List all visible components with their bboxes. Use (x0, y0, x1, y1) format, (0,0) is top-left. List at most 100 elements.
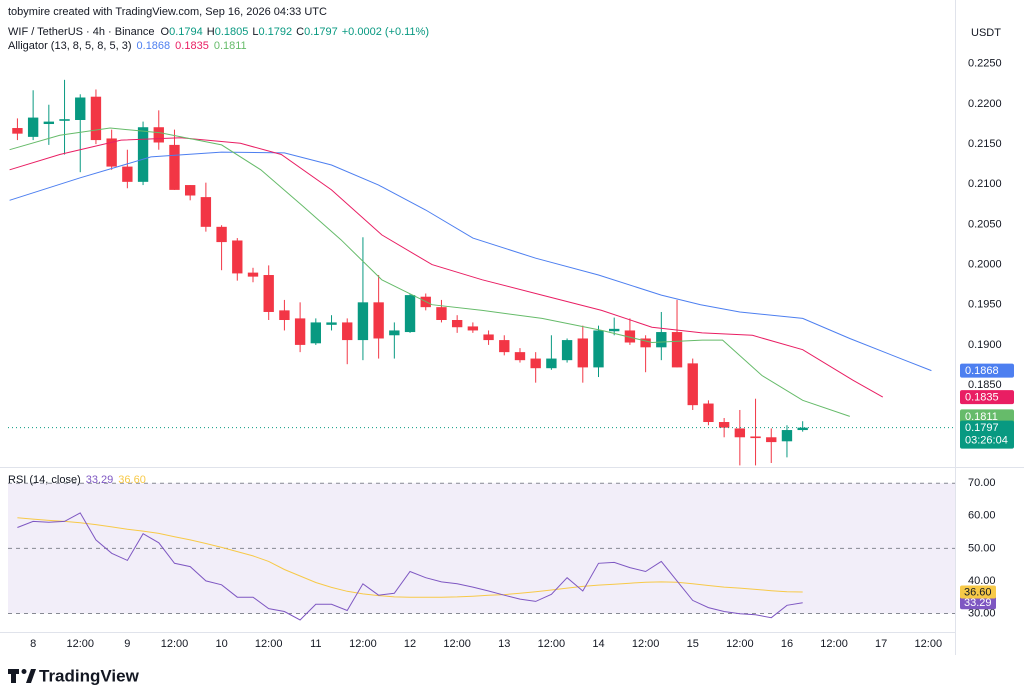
x-tick-label: 17 (875, 638, 887, 650)
logo-text: TradingView (39, 666, 140, 685)
y-tick-label: 0.1950 (968, 299, 1002, 311)
current-price-tag (960, 420, 1014, 449)
x-tick-label: 12:00 (726, 638, 754, 650)
rsi-tag (960, 585, 996, 599)
symbol-title: WIF / TetherUS · 4h · Binance (8, 26, 155, 38)
x-tick-label: 12:00 (66, 638, 94, 650)
attribution: tobymire created with TradingView.com, S… (8, 6, 327, 18)
y-tick-label: 50.00 (968, 542, 996, 554)
current-price-label: 0.1797 (965, 422, 999, 434)
candle-body (326, 322, 337, 325)
candle-body (514, 352, 526, 361)
candle-body (59, 119, 70, 121)
x-tick-label: 9 (124, 638, 130, 650)
x-tick-label: 12:00 (915, 638, 943, 650)
candle-body (184, 185, 196, 196)
candle-body (12, 128, 23, 134)
ohlc-letter: O (161, 26, 170, 38)
price-tag (960, 409, 1014, 424)
logo-icon (8, 669, 36, 683)
candle-body (687, 363, 698, 406)
candle-body (200, 197, 212, 227)
candle-body (766, 437, 777, 443)
candle-body (483, 334, 494, 341)
rsi-legend-value: 36.60 (118, 474, 146, 486)
x-tick-label: 13 (498, 638, 510, 650)
alligator-line (9, 151, 932, 372)
ohlc-letter: H (207, 26, 215, 38)
candle-body (263, 275, 274, 312)
rsi-line (17, 512, 803, 621)
y-tick-label: 0.2250 (968, 58, 1002, 70)
candle-body (781, 430, 793, 442)
rsi-tag-label: 36.60 (964, 586, 992, 598)
y-tick-label: 0.2050 (968, 218, 1002, 230)
rsi-legend-value: 33.29 (86, 474, 114, 486)
y-tick-label: 70.00 (968, 477, 996, 489)
x-tick-label: 12 (404, 638, 416, 650)
y-tick-label: 0.1900 (968, 339, 1002, 351)
candle-body (671, 332, 683, 368)
x-tick-label: 10 (215, 638, 227, 650)
y-tick-label: 0.2100 (968, 178, 1002, 190)
candle-body (404, 295, 416, 333)
x-tick-label: 15 (687, 638, 699, 650)
candle-body (90, 96, 102, 141)
candle-body (122, 166, 133, 182)
countdown-label: 03:26:04 (965, 435, 1008, 447)
indicator-value: 0.1811 (214, 40, 247, 52)
x-tick-label: 11 (310, 638, 321, 650)
x-tick-label: 12:00 (538, 638, 566, 650)
candle-body (75, 97, 86, 120)
candle-body (106, 138, 117, 167)
x-tick-label: 8 (30, 638, 36, 650)
ohlc-value: 0.1792 (258, 26, 292, 38)
ohlc-value: 0.1797 (304, 26, 338, 38)
candle-body (357, 302, 369, 341)
candle-body (310, 322, 321, 344)
x-tick-label: 12:00 (255, 638, 283, 650)
price-tag (960, 390, 1014, 405)
ohlc-letter: C (296, 26, 304, 38)
y-tick-label: 30.00 (968, 607, 996, 619)
ohlc-value: 0.1805 (215, 26, 249, 38)
y-tick-label: 0.2000 (968, 258, 1002, 270)
candle-body (216, 226, 227, 243)
rsi-title: RSI (14, close) (8, 474, 81, 486)
symbol-legend: WIF / TetherUS · 4h · Binance O0.1794 H0.1… (8, 26, 429, 38)
candle-body (294, 318, 306, 345)
candle-body (530, 358, 541, 369)
indicator-value: 0.1868 (137, 40, 171, 52)
rsi-tag-label: 33.29 (964, 597, 992, 609)
candle-body (43, 121, 55, 125)
candle-body (718, 422, 730, 428)
candle-body (27, 117, 39, 137)
rsi-legend: RSI (14, close) 33.29 36.60 (8, 474, 146, 486)
candle-body (153, 127, 164, 143)
price-tag-label: 0.1835 (965, 392, 999, 404)
candle-body (561, 340, 573, 361)
price-tag-label: 0.1811 (965, 411, 998, 423)
rsi-line (17, 517, 803, 598)
candle-body (436, 307, 447, 321)
candle-body (169, 144, 180, 190)
x-tick-label: 12:00 (443, 638, 471, 650)
candle-body (279, 310, 290, 321)
candle-body (232, 240, 243, 274)
x-tick-label: 16 (781, 638, 793, 650)
candle-body (389, 330, 400, 336)
candle-body (656, 332, 667, 348)
candle-body (577, 338, 588, 368)
y-tick-label: 0.2150 (968, 138, 1002, 150)
alligator-line (9, 137, 884, 398)
y-tick-label: 0.2200 (968, 98, 1002, 110)
alligator-line (9, 127, 850, 417)
alligator-legend: Alligator (13, 8, 5, 8, 5, 3) 0.1868 0.183… (8, 40, 247, 52)
candle-body (467, 326, 479, 331)
candle-body (546, 358, 557, 369)
candle-body (703, 403, 714, 423)
candle-body (137, 127, 149, 182)
